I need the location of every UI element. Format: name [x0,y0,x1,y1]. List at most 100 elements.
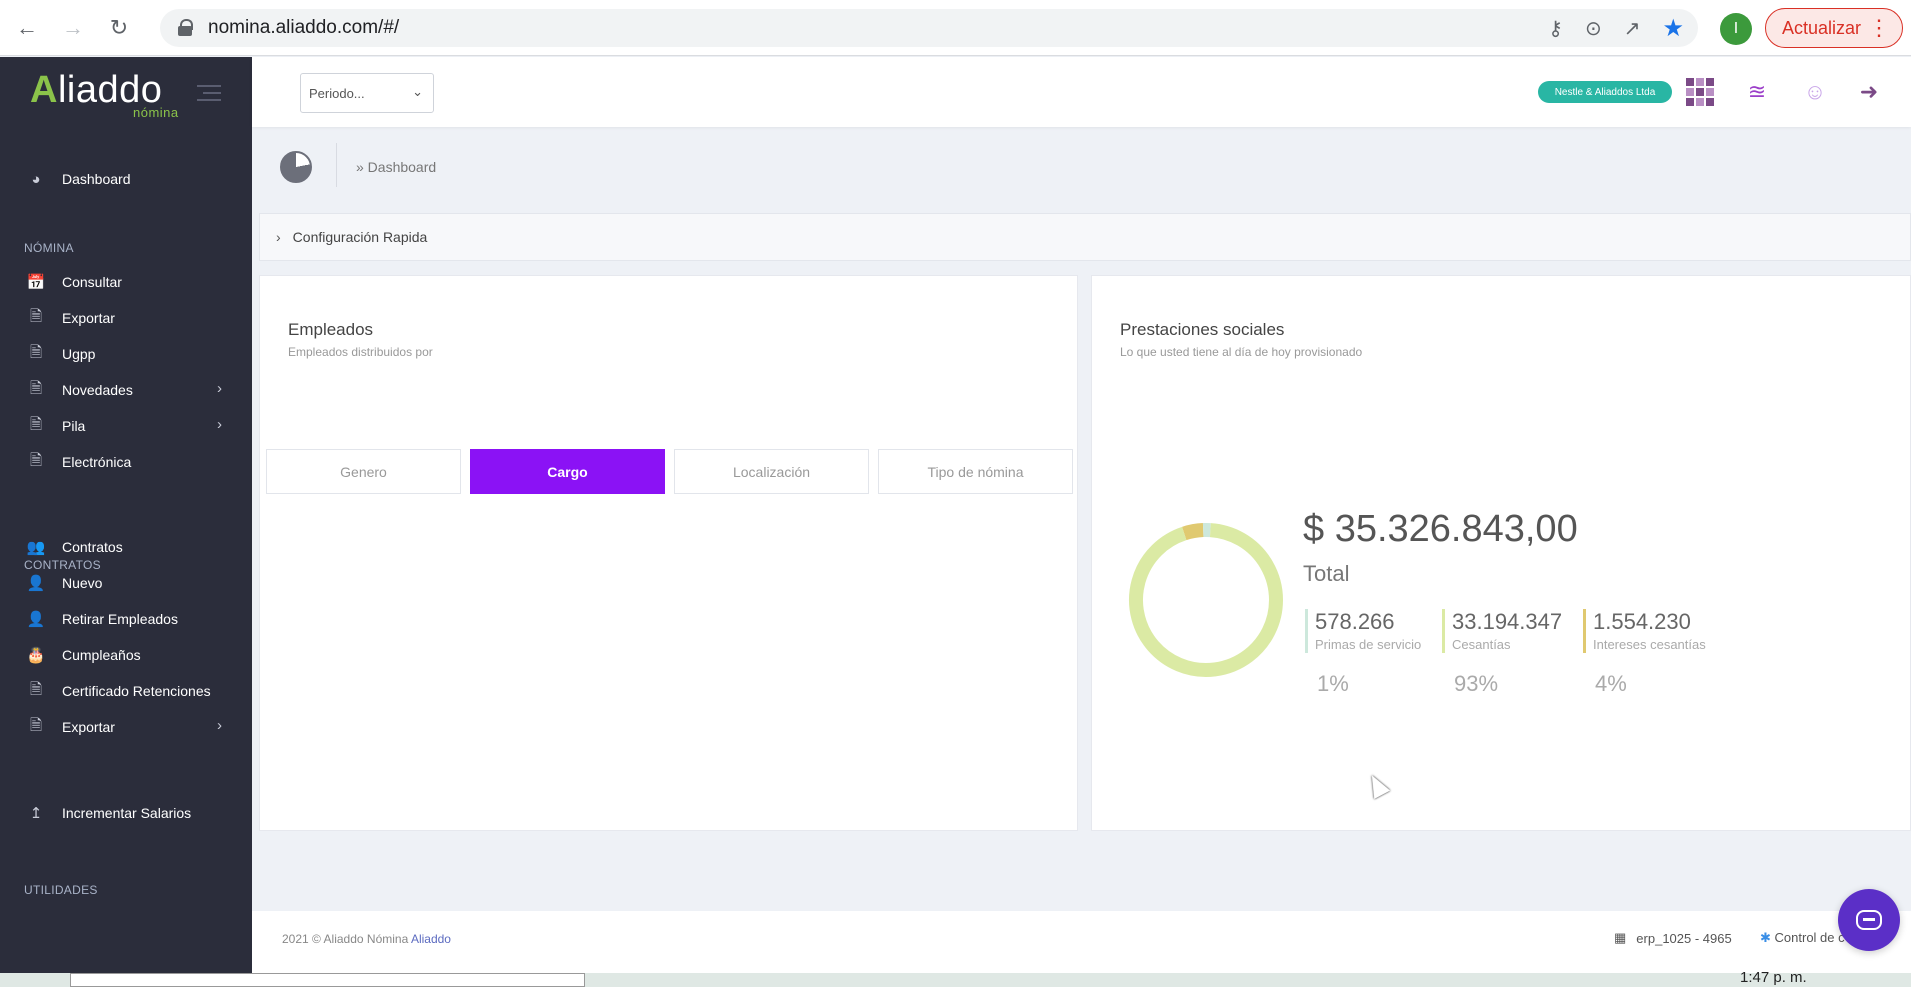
stat-color-bar [1305,609,1308,653]
chevron-down-icon: ⌄ [412,84,423,99]
quick-config-label: Configuración Rapida [292,229,428,245]
sidebar-item-novedades[interactable]: 🗎 Novedades › [0,372,252,408]
stat-intereses: 1.554.230 Intereses cesantías 4% [1583,609,1713,696]
stat-primas: 578.266 Primas de servicio 1% [1305,609,1435,696]
logo-text: liaddo [57,69,163,111]
stat-value: 33.194.347 [1452,609,1563,634]
period-select[interactable]: Periodo... ⌄ [300,73,434,113]
os-taskbar: 1:47 p. m. [0,969,1911,987]
sidebar-item-exportar[interactable]: 🗎 Exportar [0,300,252,336]
sidebar-item-retirar-empleados[interactable]: 👤 Retirar Empleados [0,601,252,637]
benefits-title: Prestaciones sociales [1120,320,1285,339]
stat-label: Primas de servicio [1315,637,1422,652]
sidebar-item-label: Consultar [62,274,122,290]
sidebar-item-consultar[interactable]: 📅 Consultar [0,264,252,300]
sidebar-item-incrementar-salarios[interactable]: ↥ Incrementar Salarios [0,795,252,831]
hamburger-icon[interactable] [197,85,221,103]
sidebar-item-electronica[interactable]: 🗎 Electrónica [0,444,252,480]
tab-genero[interactable]: Genero [266,449,461,494]
sidebar-item-contratos[interactable]: 👥 Contratos [0,529,252,565]
sidebar-item-label: Certificado Retenciones [62,683,211,699]
stat-color-bar [1442,609,1445,653]
tab-localizacion[interactable]: Localización [674,449,869,494]
section-nomina: NÓMINA [24,241,74,255]
reload-icon[interactable]: ↻ [109,14,129,40]
chevron-right-icon: › [276,229,281,245]
sidebar-item-label: Exportar [62,719,115,735]
update-button[interactable]: Actualizar ⋮ [1765,8,1903,48]
user-plus-icon: 👤 [26,575,46,592]
key-icon[interactable]: ⚷ [1548,17,1563,40]
excel-file-icon: 🗎 [29,307,43,325]
sidebar-item-label: Dashboard [62,171,131,187]
sidebar-item-cumpleanos[interactable]: 🎂 Cumpleaños [0,637,252,673]
sidebar-item-ugpp[interactable]: 🗎 Ugpp [0,336,252,372]
company-badge[interactable]: Nestle & Aliaddos Ltda [1538,81,1672,103]
sidebar-item-certificado-retenciones[interactable]: 🗎 Certificado Retenciones [0,673,252,709]
sidebar-item-label: Retirar Empleados [62,611,178,627]
section-contratos: CONTRATOS [24,558,101,572]
back-icon[interactable]: ← [16,14,38,40]
sidebar-item-pila[interactable]: 🗎 Pila › [0,408,252,444]
tab-tipo-nomina[interactable]: Tipo de nómina [878,449,1073,494]
code-file-icon: 🗎 [29,451,43,469]
footer-copyright: 2021 © Aliaddo Nómina Aliaddo [282,932,451,946]
share-icon[interactable]: ↗ [1623,17,1641,40]
erp-text: erp_1025 - 4965 [1636,930,1732,946]
zoom-out-icon[interactable]: ⊙ [1584,17,1602,40]
control-icon: ✱ [1760,930,1771,945]
stat-percent: 93% [1454,671,1499,696]
address-bar[interactable]: nomina.aliaddo.com/#/ ⚷ ⊙ ↗ ★ [160,9,1698,47]
sidebar: Aliaddo nómina ◕ Dashboard NÓMINA 📅 Cons… [0,57,252,973]
donut-slice-intereses-cesantías [1182,523,1204,541]
forward-icon[interactable]: → [62,14,84,40]
arrow-up-icon: ↥ [29,805,43,822]
excel-file-icon: 🗎 [29,343,43,361]
benefits-total-value: $ 35.326.843,00 [1303,508,1578,550]
chat-smile-icon[interactable]: ☺ [1803,79,1827,104]
pie-chart-icon: ◕ [31,170,41,188]
chevron-right-icon: › [217,717,222,734]
excel-file-icon: 🗎 [29,716,43,734]
employees-card: Empleados Empleados distribuidos por Gen… [259,275,1078,831]
stat-label: Cesantías [1452,637,1511,652]
apps-grid-icon[interactable] [1685,77,1715,107]
profile-avatar[interactable]: I [1720,13,1752,45]
aliaddo-link[interactable]: Aliaddo [410,932,451,946]
breadcrumb-text[interactable]: » Dashboard [356,159,437,175]
breadcrumb-divider [336,143,337,187]
stat-cesantias: 33.194.347 Cesantías 93% [1442,609,1572,696]
pie-chart-icon [280,151,312,183]
logo-subtitle: nómina [133,105,179,120]
chat-button[interactable] [1838,889,1900,951]
bookmark-star-icon[interactable]: ★ [1662,14,1684,42]
user-times-icon: 👤 [26,611,46,628]
stat-percent: 4% [1595,671,1627,696]
sidebar-item-dashboard[interactable]: ◕ Dashboard [0,161,252,197]
control-link[interactable]: ✱ Control de c [1760,930,1845,946]
benefits-total-label: Total [1303,561,1350,586]
breadcrumb: » Dashboard [252,127,1911,203]
quick-config-panel[interactable]: › Configuración Rapida [259,213,1911,261]
logout-icon[interactable]: ➜ [1859,79,1879,104]
sidebar-item-label: Contratos [62,539,123,555]
logo[interactable]: Aliaddo nómina [0,57,252,127]
url-text: nomina.aliaddo.com/#/ [208,17,400,38]
tab-cargo[interactable]: Cargo [470,449,665,494]
browser-toolbar: ← → ↻ nomina.aliaddo.com/#/ ⚷ ⊙ ↗ ★ I Ac… [0,0,1911,56]
chevron-right-icon: › [217,416,222,433]
more-icon[interactable]: ⋮ [1868,15,1890,40]
sidebar-item-label: Electrónica [62,454,132,470]
sidebar-item-nuevo[interactable]: 👤 Nuevo [0,565,252,601]
sidebar-item-label: Pila [62,418,86,434]
calendar-check-icon: 📅 [26,274,46,291]
benefits-card: Prestaciones sociales Lo que usted tiene… [1091,275,1911,831]
top-header: Periodo... ⌄ Nestle & Aliaddos Ltda ≊ ☺ … [252,57,1911,127]
employees-subtitle: Empleados distribuidos por [288,345,433,359]
donut-slice-cesantías [1129,523,1283,677]
wifi-icon[interactable]: ≊ [1747,79,1767,104]
employees-title: Empleados [288,320,374,339]
taskbar-search[interactable] [70,973,585,987]
sidebar-item-exportar-contratos[interactable]: 🗎 Exportar › [0,709,252,745]
file-icon: 🗎 [29,415,43,433]
